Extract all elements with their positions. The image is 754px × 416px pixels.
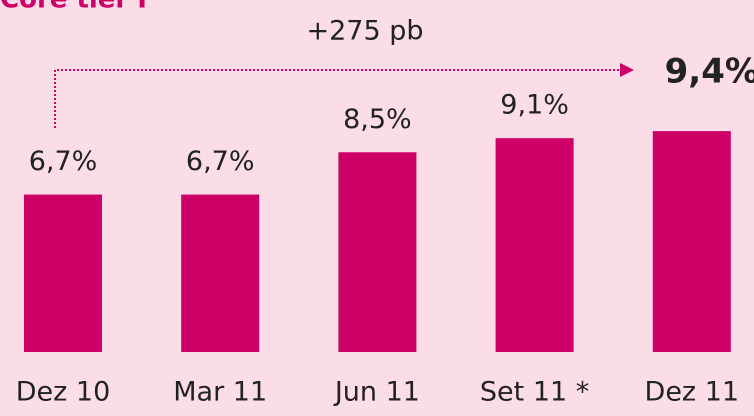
chart-title: Core tier I — [0, 0, 147, 15]
value-label: 6,7% — [29, 146, 98, 177]
bar — [181, 194, 260, 352]
value-label: 9,4% — [665, 52, 754, 92]
bar — [338, 152, 417, 352]
bar — [652, 131, 731, 352]
arrow-head — [620, 63, 634, 77]
bar — [495, 138, 574, 352]
value-label: 6,7% — [186, 146, 255, 177]
x-tick-label: Dez 10 — [16, 377, 111, 408]
x-tick-label: Set 11 * — [480, 377, 589, 408]
x-tick-label: Mar 11 — [173, 377, 267, 408]
annotation: +275 pb — [306, 16, 423, 47]
x-tick-label: Dez 11 — [645, 377, 740, 408]
bar — [24, 194, 102, 352]
value-label: 8,5% — [343, 104, 412, 135]
x-tick-label: Jun 11 — [333, 377, 420, 408]
value-label: 9,1% — [500, 90, 569, 121]
arrow-line — [54, 69, 622, 128]
